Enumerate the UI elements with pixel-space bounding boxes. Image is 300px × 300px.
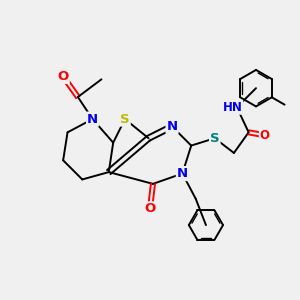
Text: N: N bbox=[167, 120, 178, 133]
Text: N: N bbox=[177, 167, 188, 180]
Text: HN: HN bbox=[223, 101, 242, 114]
Text: S: S bbox=[120, 112, 130, 126]
Text: O: O bbox=[144, 202, 156, 215]
Text: O: O bbox=[260, 129, 270, 142]
Text: O: O bbox=[58, 70, 69, 83]
Text: S: S bbox=[210, 132, 220, 145]
Text: N: N bbox=[87, 112, 98, 126]
